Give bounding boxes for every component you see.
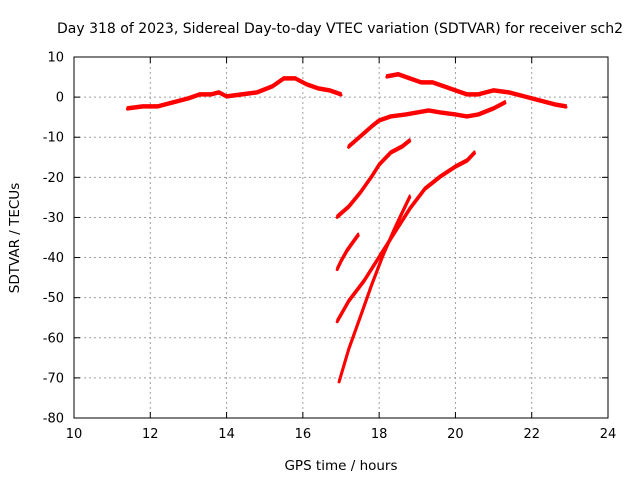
series-line-arc-5 [335, 234, 360, 272]
series-line-arc-2 [385, 73, 568, 109]
chart-title: Day 318 of 2023, Sidereal Day-to-day VTE… [57, 21, 623, 37]
series-line-arc-4-noise [336, 138, 411, 217]
axis-ticks: 10 12 14 16 18 20 22 24 10 0 -10 -20 -30 -40 -50 -60 -70… [43, 51, 617, 443]
series-line-arc-5-noise [336, 232, 360, 269]
series-line-arc-2-noise [385, 72, 567, 107]
plot-frame [73, 56, 609, 419]
series-line-arc-1-noise [126, 76, 342, 109]
series-line-arc-1 [125, 77, 343, 111]
x-tick-label: 10 [66, 427, 83, 442]
x-tick-label: 24 [600, 427, 617, 442]
y-tick-label: -50 [43, 291, 64, 306]
x-tick-label: 14 [218, 427, 235, 442]
grid-lines [74, 57, 608, 418]
y-tick-label: -30 [43, 211, 64, 226]
y-tick-label: -60 [43, 331, 64, 346]
x-tick-label: 20 [447, 427, 464, 442]
x-tick-label: 16 [295, 427, 312, 442]
y-tick-label: -40 [43, 251, 64, 266]
x-tick-label: 22 [523, 427, 540, 442]
series-line-arc-6-noise [336, 150, 476, 321]
series-line-arc-4 [335, 139, 412, 219]
data-series [125, 72, 568, 384]
x-axis-label: GPS time / hours [284, 458, 397, 474]
series-line-arc-3-noise [347, 100, 506, 147]
x-tick-label: 12 [142, 427, 159, 442]
x-tick-label: 18 [371, 427, 388, 442]
y-tick-label: -70 [43, 371, 64, 386]
y-tick-label: -10 [43, 131, 64, 146]
y-axis-label: SDTVAR / TECUs [7, 183, 23, 293]
y-tick-label: 0 [56, 91, 64, 106]
y-tick-label: -20 [43, 171, 64, 186]
series-line-arc-7-noise [338, 194, 411, 381]
series-line-arc-3 [347, 101, 507, 149]
y-tick-label: -80 [43, 412, 64, 427]
series-line-arc-6 [335, 151, 476, 324]
y-tick-label: 10 [47, 51, 64, 66]
